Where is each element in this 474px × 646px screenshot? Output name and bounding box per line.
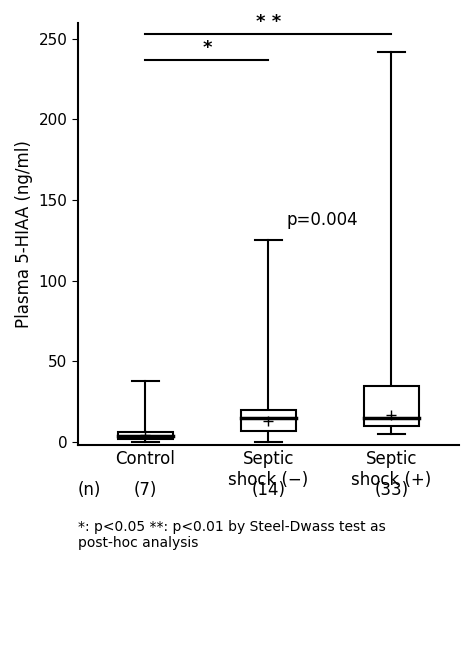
Y-axis label: Plasma 5-HIAA (ng/ml): Plasma 5-HIAA (ng/ml)	[15, 140, 33, 328]
Text: * *: * *	[256, 14, 281, 32]
Text: *: *	[202, 39, 212, 57]
Text: p=0.004: p=0.004	[287, 211, 358, 229]
FancyBboxPatch shape	[364, 386, 419, 426]
Text: (14): (14)	[251, 481, 285, 499]
Text: (7): (7)	[134, 481, 157, 499]
Text: (n): (n)	[78, 481, 101, 499]
FancyBboxPatch shape	[241, 410, 296, 431]
Text: (33): (33)	[374, 481, 409, 499]
Text: *: p<0.05 **: p<0.01 by Steel-Dwass test as
post-hoc analysis: *: p<0.05 **: p<0.01 by Steel-Dwass test…	[78, 519, 385, 550]
FancyBboxPatch shape	[118, 432, 173, 439]
